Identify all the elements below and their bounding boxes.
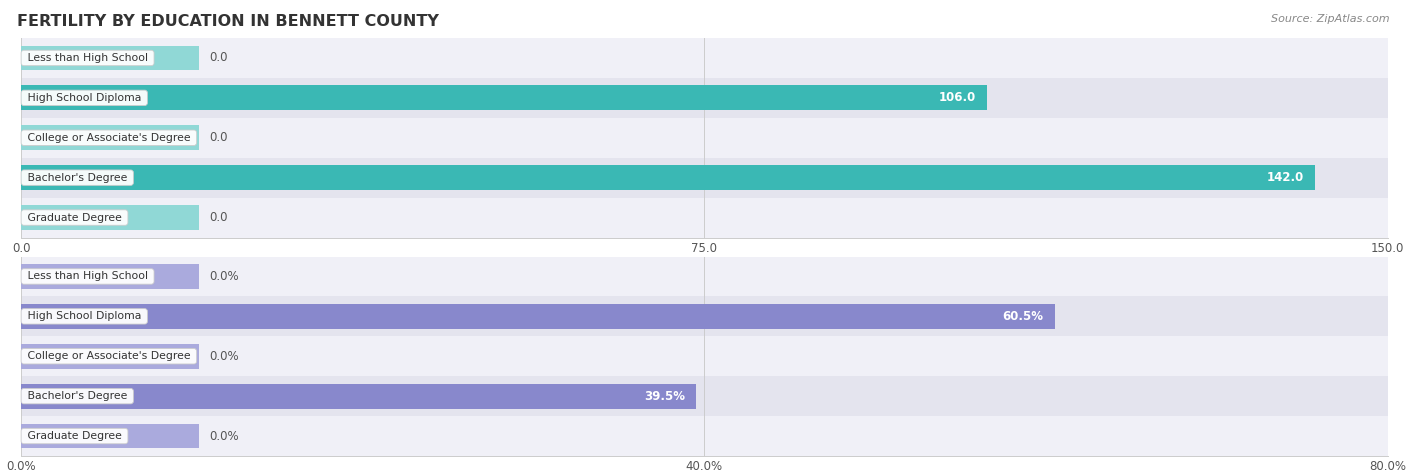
Text: Less than High School: Less than High School [24,271,152,282]
Text: 142.0: 142.0 [1267,171,1303,184]
Bar [21,158,1388,198]
Bar [21,86,987,110]
Text: 39.5%: 39.5% [644,390,685,403]
Bar [21,38,1388,78]
Text: Graduate Degree: Graduate Degree [24,431,125,441]
Bar [21,125,198,150]
Bar [21,424,198,448]
Bar [21,256,1388,296]
Bar [21,416,1388,456]
Bar [21,344,198,369]
Text: Source: ZipAtlas.com: Source: ZipAtlas.com [1271,14,1389,24]
Text: 0.0: 0.0 [209,51,228,65]
Text: FERTILITY BY EDUCATION IN BENNETT COUNTY: FERTILITY BY EDUCATION IN BENNETT COUNTY [17,14,439,29]
Text: 0.0%: 0.0% [209,350,239,363]
Text: High School Diploma: High School Diploma [24,93,145,103]
Text: High School Diploma: High School Diploma [24,311,145,322]
Text: Graduate Degree: Graduate Degree [24,212,125,223]
Bar [21,165,1315,190]
Bar [21,46,198,70]
Text: 0.0: 0.0 [209,211,228,224]
Text: Bachelor's Degree: Bachelor's Degree [24,172,131,183]
Bar [21,78,1388,118]
Bar [21,118,1388,158]
Text: 106.0: 106.0 [939,91,976,104]
Text: 0.0%: 0.0% [209,429,239,443]
Text: Bachelor's Degree: Bachelor's Degree [24,391,131,401]
Bar [21,264,198,289]
Bar [21,198,1388,238]
Bar [21,304,1054,329]
Text: College or Associate's Degree: College or Associate's Degree [24,351,194,361]
Bar [21,384,696,408]
Bar [21,336,1388,376]
Text: Less than High School: Less than High School [24,53,152,63]
Bar [21,205,198,230]
Text: 60.5%: 60.5% [1002,310,1043,323]
Text: College or Associate's Degree: College or Associate's Degree [24,133,194,143]
Bar [21,296,1388,336]
Text: 0.0: 0.0 [209,131,228,144]
Bar [21,376,1388,416]
Text: 0.0%: 0.0% [209,270,239,283]
